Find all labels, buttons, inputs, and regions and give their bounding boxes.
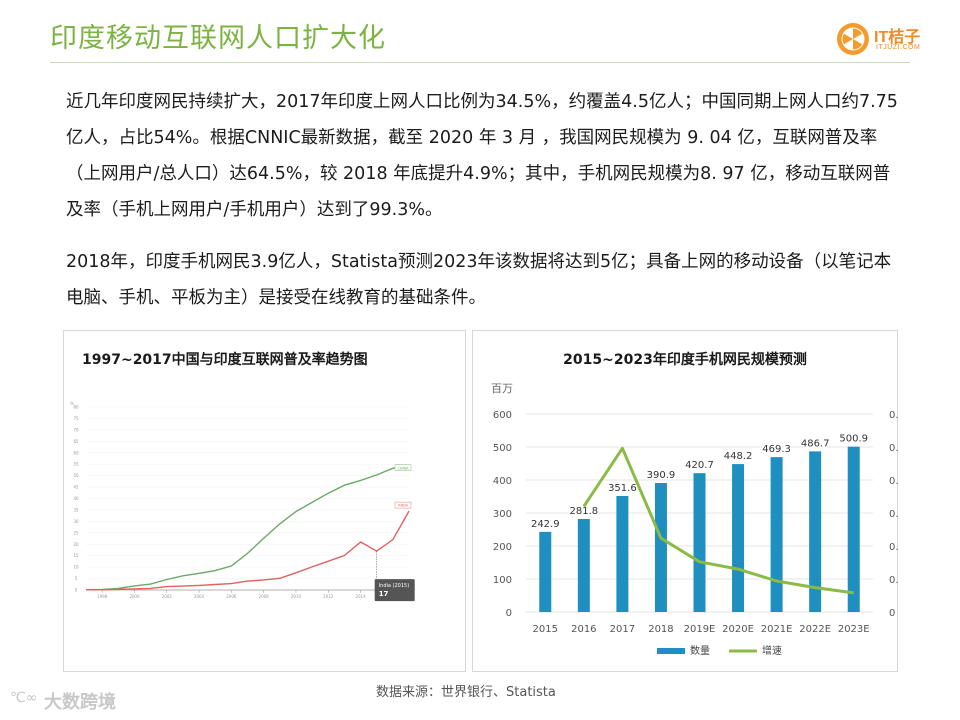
itjuzi-logo: IT桔子 ITJUZI.COM: [836, 20, 936, 60]
x-tick-label: 2015: [533, 624, 558, 635]
x-tick-label: 2008: [259, 594, 270, 599]
bar-value-label: 448.2: [724, 451, 753, 462]
x-tick-label: 2016: [571, 624, 596, 635]
paragraph-2: 2018年，印度手机网民3.9亿人，Statista预测2023年该数据将达到5…: [66, 252, 892, 308]
y-axis-unit: 百万: [491, 382, 513, 395]
bar-value-label: 390.9: [647, 470, 676, 481]
series-tag-box: [394, 464, 412, 471]
bar: [539, 531, 552, 612]
y-tick-label: 100: [493, 575, 512, 586]
chart-title: 2015~2023年印度手机网民规模预测: [563, 352, 807, 368]
tooltip-label: India (2015): [379, 583, 410, 589]
x-tick-label: 2018: [648, 624, 673, 635]
x-tick-label: 1998: [97, 594, 108, 599]
y-tick-label: 50: [73, 473, 79, 478]
bar-value-label: 420.7: [685, 460, 714, 471]
legend-swatch-bars: [657, 648, 685, 654]
line-chart: % 0 5 10 15 20 25 30 35 40 45 50 55 60 65 70 75 80 1998 200…: [70, 401, 415, 602]
watermark: 大数跨境: [44, 692, 116, 713]
tooltip-box: [374, 579, 415, 602]
logo-text: IT桔子: [874, 29, 921, 46]
y-tick-label: 55: [73, 462, 79, 467]
y2-tick-label: 0.15: [889, 509, 899, 520]
source-note: 数据来源：世界银行、Statista: [376, 685, 556, 700]
y-tick-label: 200: [493, 542, 512, 553]
y-tick-label: 300: [493, 509, 512, 520]
series-tag-china: CHINA: [397, 466, 409, 470]
bar-value-label: 469.3: [762, 444, 791, 455]
series-line-india: [86, 510, 410, 591]
y-tick-label: 35: [73, 507, 79, 512]
x-tick-label: 2012: [323, 594, 334, 599]
orange-slice-icon: [837, 23, 869, 55]
bar: [693, 473, 706, 612]
bar-value-label: 500.9: [839, 434, 868, 445]
y-tick-label: 30: [73, 519, 79, 524]
y-tick-label: 25: [73, 530, 79, 535]
y-tick-label: 600: [493, 410, 512, 421]
series-tag-box: [394, 501, 412, 509]
x-tick-label: 2019E: [684, 624, 716, 635]
x-tick-label: 2004: [194, 594, 205, 599]
bar: [732, 464, 745, 612]
y-tick-label: 40: [73, 496, 79, 501]
x-tick-label: 2020E: [722, 624, 754, 635]
bar-value-label: 486.7: [801, 438, 830, 449]
growth-line: [582, 446, 854, 595]
y-tick-label: 0: [506, 608, 512, 619]
y-tick-label: 20: [73, 542, 79, 547]
bar-value-label: 351.6: [608, 483, 637, 494]
y2-tick-label: 0.3: [889, 410, 899, 421]
y-tick-label: 400: [493, 476, 512, 487]
bar: [809, 451, 822, 612]
y-tick-label: 65: [73, 439, 79, 444]
page-title: 印度移动互联网人口扩大化: [50, 23, 386, 54]
y2-tick-label: 0.2: [889, 476, 899, 487]
bar: [577, 519, 590, 612]
y-tick-label: 500: [493, 443, 512, 454]
india-mobile-chart-panel: 2015~2023年印度手机网民规模预测 百万 0 100 200 300 400 500 6…: [472, 330, 899, 672]
y-tick-label: 15: [73, 553, 79, 558]
y-tick-label: 60: [73, 450, 79, 455]
legend-label-line: 增速: [762, 644, 782, 657]
bar: [770, 457, 783, 612]
x-tick-label: 2006: [226, 594, 237, 599]
y2-tick-label: 0.05: [889, 575, 899, 586]
y2-tick-label: 0.25: [889, 443, 899, 454]
bar: [654, 483, 667, 612]
x-tick-label: 2022E: [799, 624, 831, 635]
x-tick-label: 2010: [291, 594, 302, 599]
china-india-chart-panel: 1997~2017中国与印度互联网普及率趋势图 % 0 5 10 15 20 25 30 35 4…: [63, 330, 466, 672]
x-tick-label: 2023E: [838, 624, 870, 635]
series-tag-india: INDIA: [398, 504, 408, 508]
x-tick-label: 2000: [129, 594, 140, 599]
y-tick-label: 10: [73, 565, 79, 570]
y2-tick-label: 0: [889, 608, 895, 619]
x-tick-label: 2014: [355, 594, 366, 599]
y-tick-label: 70: [73, 427, 79, 432]
x-tick-label: 2002: [162, 594, 173, 599]
y-axis-label: %: [70, 401, 74, 406]
chart-title: 1997~2017中国与印度互联网普及率趋势图: [82, 352, 368, 368]
logo-subtext: ITJUZI.COM: [876, 44, 921, 51]
bar-value-label: 242.9: [531, 519, 560, 530]
x-tick-label: 2021E: [761, 624, 793, 635]
y-tick-label: 45: [73, 485, 79, 490]
series-line-china: [85, 465, 410, 591]
x-tick-label: 2017: [610, 624, 635, 635]
bar-value-label: 281.8: [570, 506, 599, 517]
watermark-icon: ℃∞: [10, 690, 38, 706]
y-tick-label: 5: [75, 576, 78, 581]
y-tick-label: 80: [73, 405, 79, 410]
legend-label-bars: 数量: [690, 644, 710, 657]
title-divider: [50, 62, 910, 63]
bar-chart: 百万 0 100 200 300 400 500 600 0 0.05 0.1 0.15 0.2 0.25…: [491, 382, 899, 657]
paragraph-1: 近几年印度网民持续扩大，2017年印度上网人口比例为34.5%，约覆盖4.5亿人…: [66, 92, 898, 220]
y-tick-label: 0: [75, 588, 78, 593]
y-tick-label: 75: [73, 416, 79, 421]
y2-tick-label: 0.1: [889, 542, 899, 553]
tooltip-value: 17: [379, 590, 389, 598]
bar: [847, 446, 860, 612]
bar: [616, 495, 629, 612]
